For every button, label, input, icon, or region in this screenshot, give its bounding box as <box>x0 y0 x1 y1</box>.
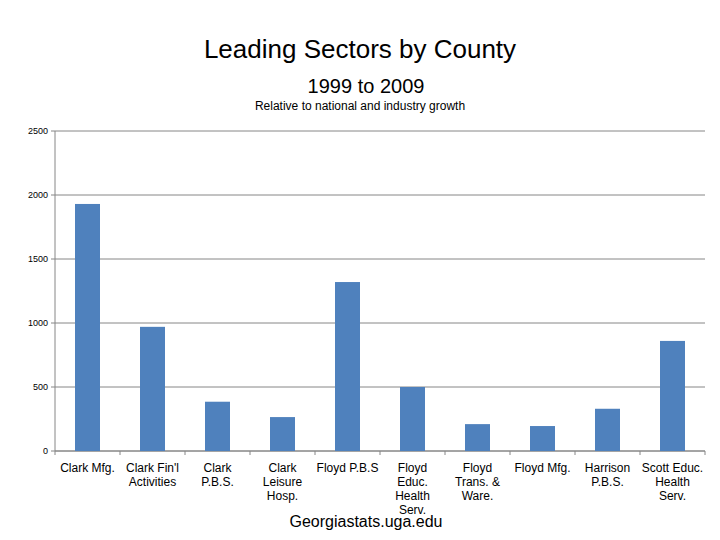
x-tick <box>640 451 641 455</box>
title: Leading Sectors by County <box>204 34 516 64</box>
chart: Leading Sectors by County 1999 to 2009 Rel… <box>0 0 720 540</box>
label-line: Clark <box>203 461 232 475</box>
y-tick-label: 2000 <box>28 190 48 200</box>
x-tick-label: Scott Educ.HealthServ. <box>642 461 703 503</box>
label-line: Health <box>395 489 430 503</box>
label-line: Clark <box>268 461 297 475</box>
label-line: P.B.S. <box>201 475 233 489</box>
x-tick-label: Floyd Mfg. <box>514 461 570 475</box>
y-tick <box>51 195 55 196</box>
subtitle: 1999 to 2009 <box>308 75 425 97</box>
x-tick-label: Clark Mfg. <box>60 461 115 475</box>
bar <box>75 204 100 451</box>
label-line: Health <box>655 475 690 489</box>
y-tick <box>51 451 55 452</box>
label-line: P.B.S. <box>591 475 623 489</box>
y-tick <box>51 131 55 132</box>
bar <box>270 417 295 451</box>
x-tick <box>250 451 251 455</box>
bar <box>660 341 685 451</box>
bars <box>75 204 685 451</box>
bar <box>335 282 360 451</box>
label-line: Floyd <box>463 461 492 475</box>
label-line: Serv. <box>399 503 426 517</box>
grid-line <box>55 323 705 324</box>
x-tick <box>55 451 56 455</box>
y-tick-label: 2500 <box>28 126 48 136</box>
y-tick <box>51 259 55 260</box>
x-tick <box>575 451 576 455</box>
bar <box>400 387 425 451</box>
y-tick-label: 1000 <box>28 318 48 328</box>
label-line: Floyd P.B.S <box>317 461 379 475</box>
label-line: Floyd <box>398 461 427 475</box>
x-tick <box>120 451 121 455</box>
label-line: Floyd Mfg. <box>514 461 570 475</box>
y-tick-label: 0 <box>43 446 48 456</box>
x-tick-label: FloydEduc.HealthServ. <box>395 461 430 517</box>
x-tick-label: Floyd P.B.S <box>317 461 379 475</box>
x-tick <box>705 451 706 455</box>
x-tick <box>185 451 186 455</box>
grid-line <box>55 259 705 260</box>
label-line: Clark Fin'l <box>126 461 179 475</box>
x-tick-label: ClarkP.B.S. <box>201 461 233 489</box>
bar <box>465 424 490 451</box>
label-line: Ware. <box>462 489 494 503</box>
grid-line <box>55 195 705 196</box>
x-tick-label: Clark Fin'lActivities <box>126 461 179 489</box>
label-line: Scott Educ. <box>642 461 703 475</box>
label-line: Clark Mfg. <box>60 461 115 475</box>
label-line: Activities <box>129 475 176 489</box>
bar <box>205 402 230 451</box>
bar <box>140 327 165 451</box>
x-tick-label: HarrisonP.B.S. <box>585 461 630 489</box>
grid-line <box>55 131 705 132</box>
x-tick-label: ClarkLeisureHosp. <box>263 461 303 503</box>
label-line: Hosp. <box>267 489 298 503</box>
y-axis <box>55 131 56 451</box>
bar <box>530 426 555 451</box>
bar <box>595 409 620 451</box>
x-tick-label: FloydTrans. &Ware. <box>455 461 500 503</box>
label-line: Harrison <box>585 461 630 475</box>
x-tick <box>445 451 446 455</box>
label-line: Leisure <box>263 475 303 489</box>
y-tick <box>51 387 55 388</box>
label-line: Serv. <box>659 489 686 503</box>
x-tick <box>315 451 316 455</box>
label-line: Trans. & <box>455 475 500 489</box>
x-tick <box>510 451 511 455</box>
x-tick <box>380 451 381 455</box>
y-tick-label: 1500 <box>28 254 48 264</box>
y-tick <box>51 323 55 324</box>
y-tick-label: 500 <box>33 382 48 392</box>
label-line: Educ. <box>397 475 428 489</box>
annotation: Relative to national and industry growth <box>255 99 465 113</box>
